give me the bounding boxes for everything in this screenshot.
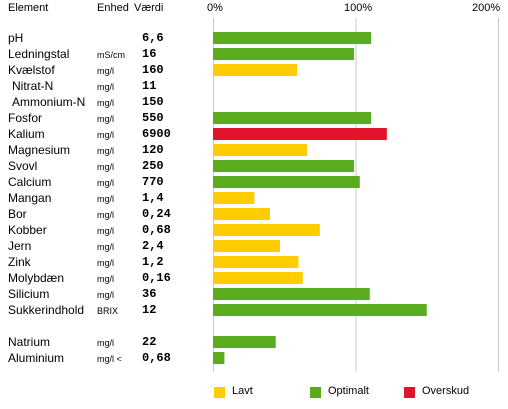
header-element: Element [8,2,49,14]
row-unit-label: mg/l [97,98,115,108]
legend-swatch [310,387,321,398]
row-element-label: Mangan [8,191,52,205]
row-element-label: Zink [8,255,31,269]
row-unit-label: mg/l [97,114,115,124]
row-value: 150 [142,95,164,109]
bar-bor [213,208,270,220]
tick-label-100: 100% [344,2,373,14]
row-element-label: Kalium [8,127,45,141]
bar-ledningstal [213,48,355,60]
row-value: 0,68 [142,223,171,237]
row-element-label: Bor [8,207,27,221]
bar-fosfor [213,112,372,124]
header-unit: Enhed [97,2,129,14]
row-unit-label: mg/l [97,226,115,236]
row-element-label: Fosfor [8,111,43,125]
row-element-label: Aluminium [8,351,65,365]
tick-label-200: 200% [472,2,501,14]
header-value: Værdi [134,2,164,14]
row-element-label: pH [8,31,24,45]
row-element-label: Ledningstal [8,47,70,61]
row-unit-label: mg/l [97,242,115,252]
row-unit-label: mg/l [97,130,115,140]
row-value: 6,6 [142,31,164,45]
row-unit-label: BRIX [97,306,119,316]
bar-calcium [213,176,360,188]
row-element-label: Kvælstof [8,63,55,77]
row-unit-label: mg/l [97,194,115,204]
bar-molybdæn [213,272,303,284]
row-value: 22 [142,335,157,349]
bar-ph [213,32,372,44]
row-unit-label: mg/l [97,274,115,284]
row-unit-label: mg/l [97,82,115,92]
legend-label: Overskud [422,385,470,397]
legend-label: Optimalt [328,385,369,397]
row-value: 6900 [142,127,171,141]
row-unit-label: mg/l [97,66,115,76]
row-unit-label: mg/l [97,210,115,220]
row-value: 36 [142,287,157,301]
bar-natrium [213,336,276,348]
bar-kvælstof [213,64,298,76]
legend-swatch [214,387,225,398]
row-value: 1,2 [142,255,164,269]
row-value: 250 [142,159,164,173]
row-value: 770 [142,175,164,189]
row-element-label: Calcium [8,175,52,189]
row-value: 0,16 [142,271,171,285]
bar-magnesium [213,144,308,156]
row-value: 160 [142,63,164,77]
bar-mangan [213,192,255,204]
row-unit-label: mg/l [97,290,115,300]
row-element-label: Svovl [8,159,38,173]
bar-silicium [213,288,370,300]
row-value: 11 [142,79,157,93]
row-element-label: Kobber [8,223,47,237]
row-value: 1,4 [142,191,164,205]
row-value: 16 [142,47,157,61]
row-value: 0,68 [142,351,171,365]
row-unit-label: mg/l [97,258,115,268]
bar-jern [213,240,280,252]
legend-swatch [404,387,415,398]
row-unit-label: mS/cm [97,50,125,60]
row-unit-label: mg/l [97,146,115,156]
row-value: 550 [142,111,164,125]
row-unit-label: mg/l < [97,354,122,364]
row-value: 12 [142,303,157,317]
row-unit-label: mg/l [97,338,115,348]
row-element-label: Jern [8,239,32,253]
row-element-label: Sukkerindhold [8,303,85,317]
row-value: 2,4 [142,239,164,253]
row-element-label: Nitrat-N [12,79,54,93]
row-unit-label: mg/l [97,162,115,172]
row-unit-label: mg/l [97,178,115,188]
row-element-label: Ammonium-N [12,95,86,109]
bar-zink [213,256,299,268]
bar-aluminium [213,352,225,364]
legend-label: Lavt [232,385,253,397]
bar-svovl [213,160,355,172]
tick-label-0: 0% [207,2,223,14]
row-value: 0,24 [142,207,171,221]
row-value: 120 [142,143,164,157]
row-element-label: Magnesium [8,143,71,157]
bar-kobber [213,224,320,236]
bar-sukkerindhold [213,304,427,316]
bar-kalium [213,128,387,140]
row-element-label: Natrium [8,335,51,349]
row-element-label: Silicium [8,287,50,301]
row-element-label: Molybdæn [8,271,65,285]
